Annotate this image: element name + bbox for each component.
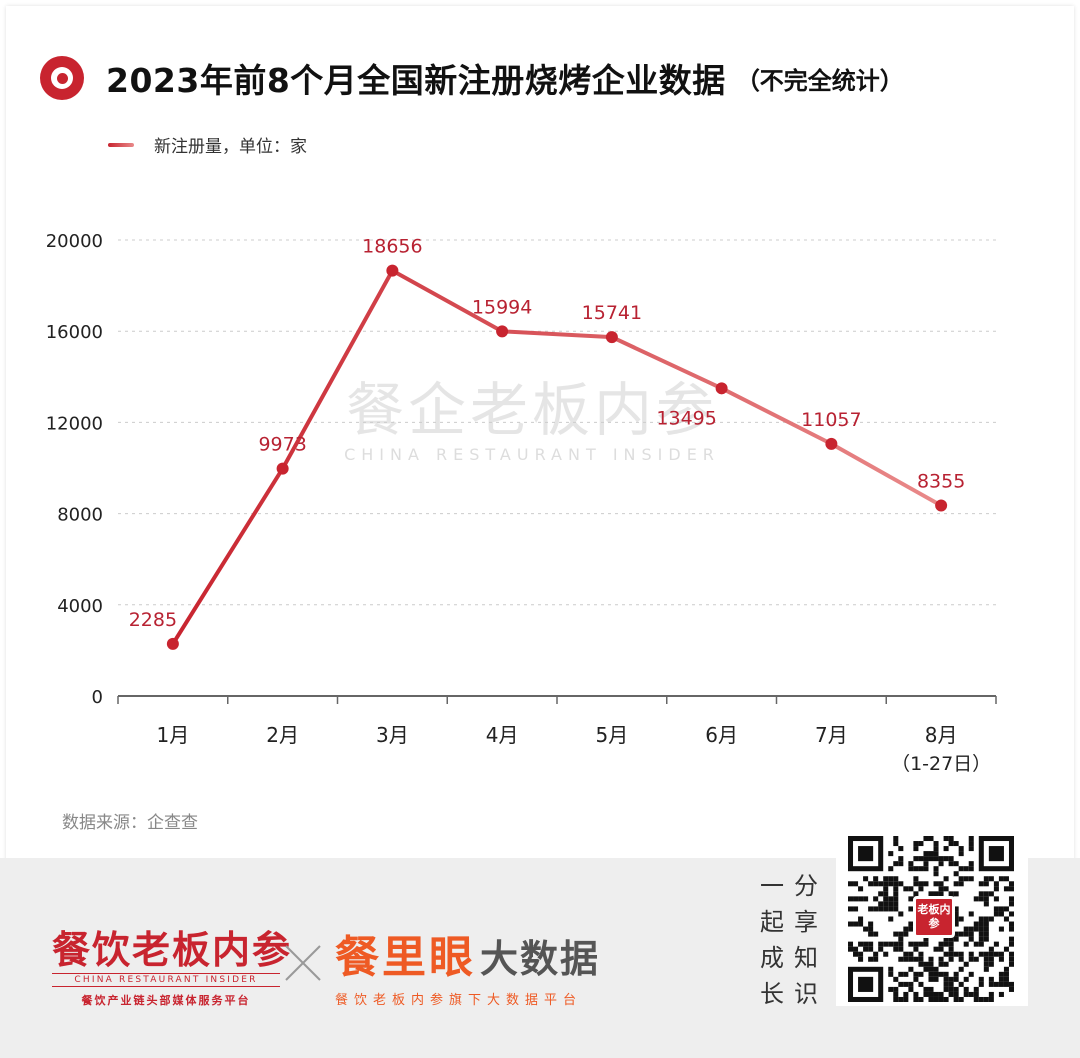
brand1-tagline: 餐饮产业链头部媒体服务平台 bbox=[81, 994, 251, 1007]
brand2-name: 餐里眼 bbox=[335, 932, 476, 983]
x-tick-label: 6月 bbox=[705, 723, 738, 747]
slogan-char: 一 bbox=[760, 872, 784, 900]
series-line bbox=[170, 268, 944, 646]
data-point bbox=[386, 264, 399, 277]
x-tick-label: 3月 bbox=[376, 723, 409, 747]
data-label: 13495 bbox=[656, 407, 716, 429]
slogan-char: 分 bbox=[794, 872, 818, 900]
brand-logo-canliyan: 餐里眼 大数据 餐饮老板内参旗下大数据平台 bbox=[335, 928, 601, 1009]
footer-banner: 餐饮老板内参 CHINA RESTAURANT INSIDER 餐饮产业链头部媒… bbox=[0, 826, 1080, 1058]
data-label: 18656 bbox=[362, 236, 422, 258]
brand1-name: 餐饮老板内参 bbox=[52, 928, 293, 972]
y-tick-label: 0 bbox=[92, 687, 103, 708]
brand1-en: CHINA RESTAURANT INSIDER bbox=[52, 973, 280, 987]
data-label: 15994 bbox=[472, 296, 532, 318]
slogan-char: 成 bbox=[760, 944, 784, 972]
slogan-char: 知 bbox=[794, 944, 818, 972]
data-point bbox=[166, 637, 179, 650]
title-row: 2023年前8个月全国新注册烧烤企业数据 （不完全统计） bbox=[40, 52, 904, 104]
legend-line-swatch bbox=[108, 142, 134, 147]
data-point bbox=[496, 325, 509, 338]
y-tick-label: 20000 bbox=[46, 231, 103, 252]
qr-code-pattern bbox=[848, 836, 1014, 1002]
x-tick-sublabel: （1-27日） bbox=[891, 753, 991, 775]
data-point bbox=[825, 437, 838, 450]
watermark-subtext: CHINA RESTAURANT INSIDER bbox=[344, 445, 720, 464]
data-label: 2285 bbox=[129, 609, 177, 631]
y-tick-label: 8000 bbox=[57, 505, 103, 526]
brand-logo-restaurant-insider: 餐饮老板内参 CHINA RESTAURANT INSIDER 餐饮产业链头部媒… bbox=[52, 928, 293, 1008]
x-tick-label: 4月 bbox=[486, 723, 519, 747]
brand2-suffix: 大数据 bbox=[480, 937, 601, 981]
legend-label: 新注册量，单位：家 bbox=[154, 137, 307, 157]
x-tick-label: 2月 bbox=[266, 723, 299, 747]
brand2-tagline: 餐饮老板内参旗下大数据平台 bbox=[335, 993, 583, 1008]
chart-title-note: （不完全统计） bbox=[735, 66, 904, 95]
data-label: 8355 bbox=[917, 471, 965, 493]
data-point bbox=[715, 382, 728, 395]
qr-code[interactable]: 老板内参 bbox=[836, 826, 1028, 1006]
slogan-char: 识 bbox=[794, 980, 818, 1008]
data-point bbox=[605, 331, 618, 344]
x-tick-label: 1月 bbox=[157, 723, 190, 747]
source-note: 数据来源：企查查 bbox=[62, 813, 198, 833]
y-tick-label: 16000 bbox=[46, 322, 103, 343]
legend: 新注册量，单位：家 bbox=[108, 132, 307, 157]
slogan: 一 分 起 享 成 知 长 识 bbox=[758, 858, 828, 1058]
data-point bbox=[935, 499, 948, 512]
data-point bbox=[276, 462, 289, 475]
y-tick-label: 4000 bbox=[57, 596, 103, 617]
chart-title: 2023年前8个月全国新注册烧烤企业数据 bbox=[106, 61, 726, 100]
target-icon bbox=[40, 56, 84, 100]
x-tick-label: 7月 bbox=[815, 723, 848, 747]
data-label: 15741 bbox=[582, 302, 642, 324]
qr-badge-logo: 老板内参 bbox=[913, 896, 955, 938]
x-tick-label: 8月 bbox=[925, 723, 958, 747]
x-tick-label: 5月 bbox=[596, 723, 629, 747]
slogan-char: 享 bbox=[794, 908, 818, 936]
slogan-char: 长 bbox=[760, 980, 784, 1008]
watermark-text: 餐企老板内参 bbox=[346, 376, 718, 444]
data-label: 11057 bbox=[801, 409, 861, 431]
slogan-char: 起 bbox=[760, 908, 784, 936]
data-label: 9973 bbox=[258, 434, 306, 456]
y-tick-label: 12000 bbox=[46, 413, 103, 434]
cross-icon bbox=[285, 945, 321, 981]
